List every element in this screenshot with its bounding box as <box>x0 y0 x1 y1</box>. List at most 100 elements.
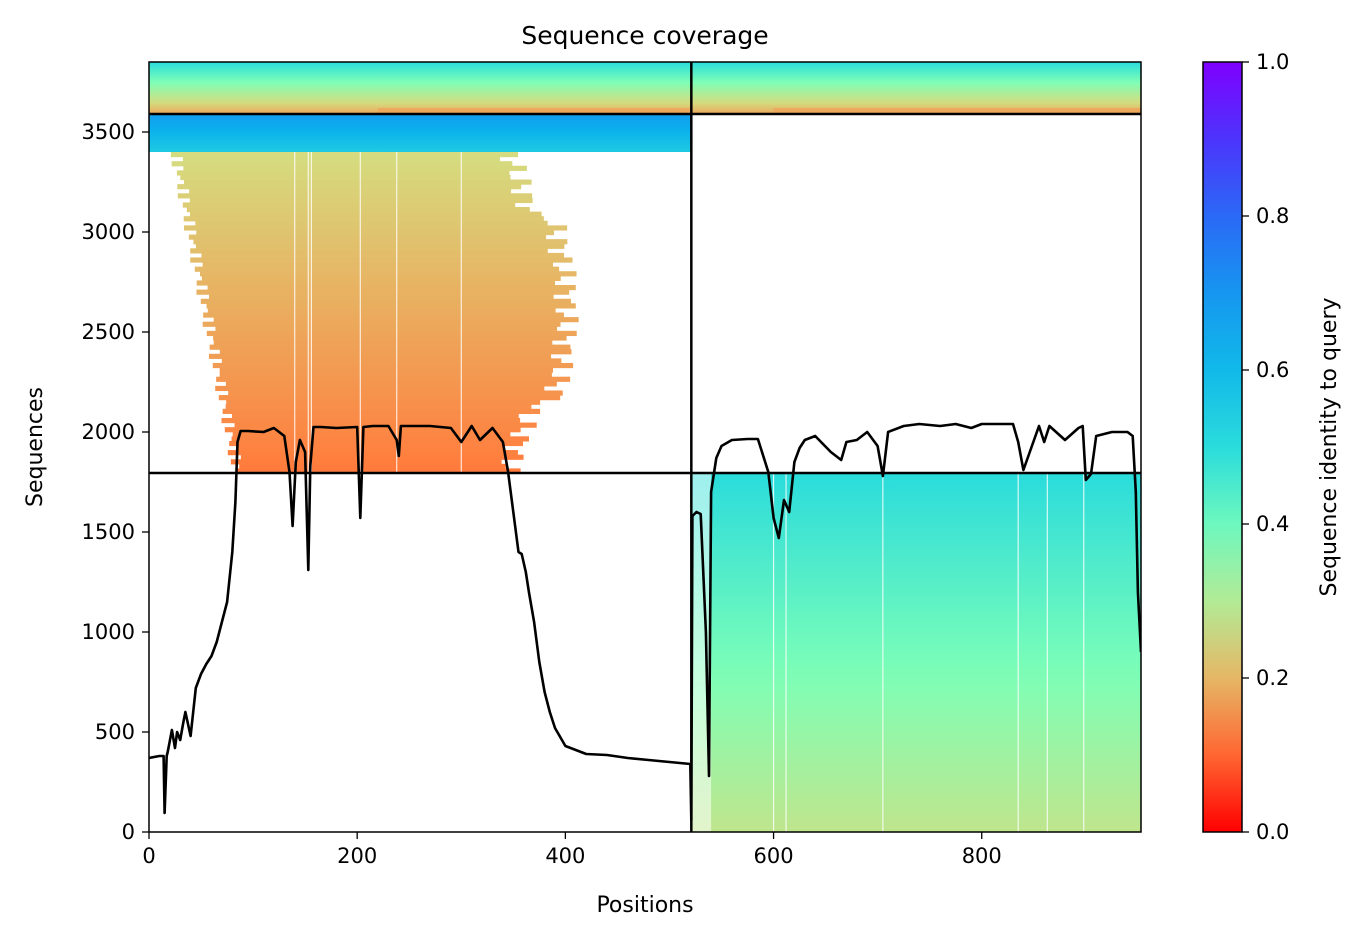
alignment-row <box>221 358 562 364</box>
alignment-row <box>180 174 511 181</box>
alignment-row <box>184 225 568 231</box>
alignment-row <box>195 243 565 249</box>
block-2 <box>149 114 692 152</box>
alignment-row <box>215 326 558 332</box>
colorbar-ticks: 0.0 0.2 0.4 0.6 0.8 1.0 <box>1242 50 1289 844</box>
x-axis-label: Positions <box>596 893 693 918</box>
block-1 <box>691 62 1141 114</box>
alignment-row <box>215 385 545 392</box>
alignment-row <box>209 344 571 350</box>
colorbar-label: Sequence identity to query <box>1317 297 1342 596</box>
x-tick-label: 600 <box>754 844 794 868</box>
alignment-row <box>171 161 513 167</box>
x-tick-label: 0 <box>142 844 155 868</box>
colorbar-tick-label: 0.4 <box>1256 512 1289 536</box>
alignment-row <box>195 220 548 226</box>
alignment-row <box>200 298 571 304</box>
colorbar-tick-label: 0.8 <box>1256 204 1289 228</box>
alignment-row <box>228 390 563 396</box>
colorbar-tick-label: 0.0 <box>1256 820 1289 844</box>
alignment-row <box>213 335 567 341</box>
alignment-row <box>194 266 560 272</box>
alignment-row <box>190 248 548 254</box>
alignment-row <box>219 349 572 355</box>
coverage-line <box>149 422 1141 822</box>
colorbar-tick-label: 0.2 <box>1256 666 1289 690</box>
plot-area <box>149 62 1141 832</box>
alignment-row <box>177 193 533 199</box>
y-tick-label: 2000 <box>82 420 135 444</box>
alignment-row <box>219 372 552 378</box>
alignment-row <box>202 262 553 268</box>
alignment-row <box>196 280 556 286</box>
chart-title: Sequence coverage <box>521 21 768 50</box>
alignment-row <box>222 408 541 414</box>
alignment-row <box>202 321 561 327</box>
alignment-row <box>196 289 570 295</box>
alignment-row <box>238 445 505 451</box>
alignment-row <box>231 436 529 442</box>
colorbar-tick-label: 1.0 <box>1256 50 1289 74</box>
y-axis-label: Sequences <box>23 387 48 507</box>
colorbar-tick-label: 0.6 <box>1256 358 1289 382</box>
alignment-row <box>221 417 521 424</box>
alignment-row <box>218 395 561 401</box>
top-band-low-identity-right <box>773 108 1141 114</box>
alignment-row <box>216 376 571 382</box>
alignment-row <box>225 381 557 387</box>
colorbar-gradient <box>1202 61 1243 833</box>
alignment-row <box>203 312 564 318</box>
colorbar: 0.0 0.2 0.4 0.6 0.8 1.0 Sequence identity to … <box>1202 50 1342 844</box>
y-tick-label: 3500 <box>82 120 135 144</box>
alignment-row <box>224 427 521 433</box>
alignment-row <box>196 229 555 236</box>
top-band-low-identity <box>378 108 692 114</box>
alignment-row <box>207 284 576 291</box>
x-tick-label: 400 <box>545 844 585 868</box>
y-tick-label: 3000 <box>82 220 135 244</box>
alignment-row <box>201 252 565 259</box>
alignment-row <box>184 179 532 185</box>
alignment-row <box>177 184 522 190</box>
alignment-row <box>189 188 512 194</box>
alignment-row <box>183 216 544 222</box>
alignment-row <box>188 234 547 240</box>
alignment-row <box>189 211 542 217</box>
x-tick-label: 800 <box>962 844 1002 868</box>
alignment-row <box>213 340 553 346</box>
y-tick-label: 2500 <box>82 320 135 344</box>
alignment-row <box>212 362 574 369</box>
alignment-row <box>226 399 541 405</box>
alignment-row <box>199 271 577 277</box>
alignment-row <box>232 431 511 437</box>
y-tick-label: 1000 <box>82 620 135 644</box>
alignment-row <box>231 413 519 419</box>
alignment-row <box>206 330 577 337</box>
alignment-row <box>237 468 521 474</box>
alignment-row <box>209 294 554 300</box>
alignment-row <box>183 165 527 171</box>
alignment-row <box>170 152 519 158</box>
y-tick-label: 0 <box>122 820 135 844</box>
y-axis: 0 500 1000 1500 2000 2500 3000 3500 <box>82 120 149 844</box>
y-tick-label: 500 <box>95 720 135 744</box>
y-tick-label: 1500 <box>82 520 135 544</box>
alignment-row <box>190 257 573 263</box>
alignment-row <box>182 202 516 208</box>
alignment-row <box>239 463 506 470</box>
alignment-row <box>176 170 510 176</box>
alignment-row <box>208 353 552 359</box>
alignment-row <box>189 197 533 204</box>
alignment-row <box>182 156 500 162</box>
alignment-row <box>230 459 502 465</box>
alignment-row <box>207 307 556 314</box>
alignment-row <box>201 275 561 281</box>
alignment-row <box>240 454 524 460</box>
plot-frame <box>148 61 1142 833</box>
alignment-row <box>206 303 576 309</box>
alignment-row <box>193 239 568 245</box>
alignment-row <box>225 404 532 410</box>
alignment-gaps <box>294 152 1085 832</box>
block-4 <box>691 473 1141 832</box>
